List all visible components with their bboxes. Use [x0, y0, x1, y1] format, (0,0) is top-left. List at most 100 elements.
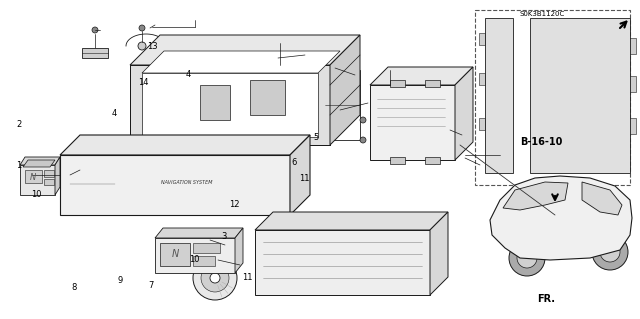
Bar — [122, 170, 252, 195]
Text: 11: 11 — [300, 174, 310, 183]
Polygon shape — [425, 80, 440, 87]
Text: 9: 9 — [117, 276, 122, 285]
Circle shape — [557, 197, 563, 203]
Circle shape — [360, 117, 366, 123]
Circle shape — [207, 95, 223, 111]
Text: FR.: FR. — [537, 293, 555, 304]
Polygon shape — [250, 80, 285, 115]
Bar — [70, 163, 80, 171]
Polygon shape — [142, 73, 318, 137]
Polygon shape — [235, 228, 243, 273]
Circle shape — [147, 77, 153, 83]
Text: 4: 4 — [112, 109, 117, 118]
Text: 3: 3 — [221, 232, 226, 241]
Polygon shape — [390, 157, 405, 164]
Circle shape — [609, 85, 615, 91]
Polygon shape — [160, 243, 190, 266]
Polygon shape — [55, 157, 60, 195]
Circle shape — [592, 234, 628, 270]
Text: B-16-10: B-16-10 — [520, 137, 562, 147]
Text: 2: 2 — [16, 120, 21, 129]
Bar — [274, 60, 286, 65]
Bar — [479, 73, 485, 85]
Text: 11: 11 — [242, 273, 252, 282]
Polygon shape — [430, 212, 448, 295]
Bar — [449, 113, 453, 123]
Text: NAVIGATION SYSTEM: NAVIGATION SYSTEM — [161, 180, 212, 184]
Text: 13: 13 — [147, 42, 158, 51]
Polygon shape — [255, 212, 448, 230]
Bar — [449, 129, 453, 139]
Polygon shape — [44, 179, 54, 185]
Bar — [145, 161, 160, 169]
Polygon shape — [490, 176, 632, 260]
Text: 7: 7 — [148, 281, 154, 290]
Circle shape — [275, 51, 282, 58]
Polygon shape — [485, 18, 513, 173]
Polygon shape — [503, 182, 568, 210]
Text: S0K3B1120C: S0K3B1120C — [520, 11, 565, 17]
Polygon shape — [530, 18, 630, 173]
Circle shape — [509, 240, 545, 276]
Bar — [375, 93, 448, 150]
Bar — [535, 68, 610, 90]
Polygon shape — [193, 256, 215, 266]
Bar — [535, 143, 610, 165]
Text: 8: 8 — [72, 283, 77, 292]
Bar — [488, 108, 510, 126]
Circle shape — [139, 25, 145, 31]
Bar — [622, 38, 636, 54]
Circle shape — [423, 263, 427, 267]
Text: 14: 14 — [138, 78, 148, 87]
Circle shape — [307, 77, 313, 83]
Circle shape — [423, 243, 427, 247]
Bar — [325, 70, 360, 140]
Polygon shape — [155, 228, 243, 238]
Polygon shape — [60, 155, 290, 215]
Polygon shape — [130, 65, 330, 145]
Polygon shape — [390, 80, 405, 87]
Circle shape — [609, 45, 615, 51]
Polygon shape — [582, 182, 622, 215]
Text: 12: 12 — [229, 200, 239, 209]
Text: 5: 5 — [314, 133, 319, 142]
Polygon shape — [370, 85, 455, 160]
Text: 6: 6 — [291, 158, 296, 167]
Text: 10: 10 — [189, 256, 200, 264]
Circle shape — [566, 181, 574, 189]
Bar — [479, 33, 485, 45]
Bar — [475, 10, 630, 185]
Text: N: N — [30, 173, 36, 182]
Polygon shape — [200, 85, 230, 120]
Text: N: N — [172, 249, 179, 259]
Polygon shape — [130, 35, 360, 65]
Bar — [94, 163, 104, 171]
Bar — [535, 108, 610, 130]
Polygon shape — [23, 160, 55, 167]
Circle shape — [193, 256, 237, 300]
Text: 10: 10 — [31, 190, 41, 199]
Polygon shape — [290, 135, 310, 215]
Bar — [535, 33, 610, 55]
Polygon shape — [455, 67, 473, 160]
Bar — [82, 163, 92, 171]
Bar — [622, 118, 636, 134]
Bar — [488, 38, 510, 56]
Polygon shape — [155, 238, 235, 273]
Polygon shape — [25, 170, 42, 183]
Polygon shape — [82, 48, 108, 58]
Circle shape — [164, 42, 172, 50]
Bar — [488, 73, 510, 91]
Text: 1: 1 — [16, 161, 21, 170]
Polygon shape — [60, 135, 310, 155]
Polygon shape — [370, 67, 473, 85]
Bar — [122, 161, 142, 169]
Circle shape — [201, 264, 229, 292]
Polygon shape — [20, 165, 55, 195]
Circle shape — [138, 42, 146, 50]
Bar — [449, 97, 453, 107]
Bar — [479, 118, 485, 130]
Circle shape — [360, 137, 366, 143]
Circle shape — [277, 37, 283, 43]
Polygon shape — [20, 157, 60, 165]
